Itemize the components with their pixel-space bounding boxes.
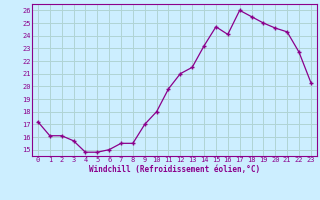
X-axis label: Windchill (Refroidissement éolien,°C): Windchill (Refroidissement éolien,°C): [89, 165, 260, 174]
